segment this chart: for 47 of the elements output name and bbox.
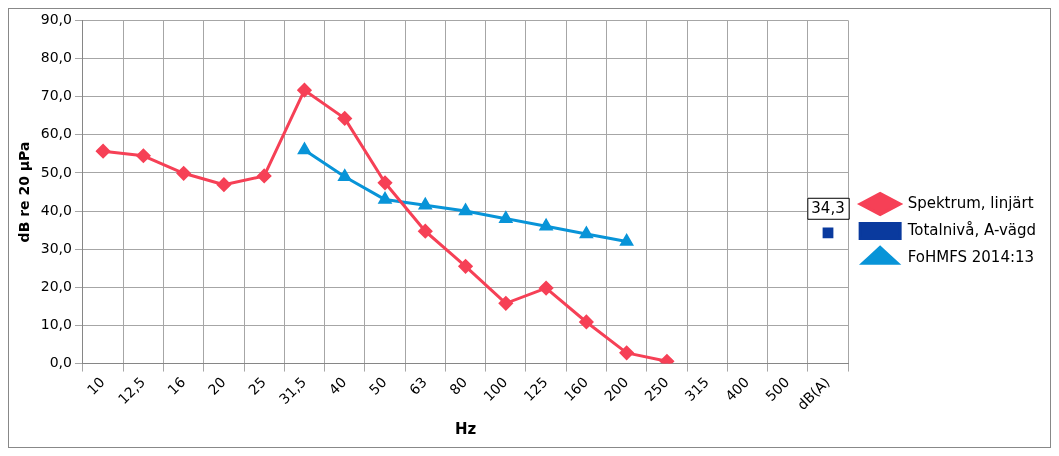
x-tick-label: 63 — [406, 373, 430, 398]
x-tick-label: 50 — [365, 373, 390, 398]
point — [458, 259, 473, 274]
x-tick-label: 400 — [721, 373, 753, 405]
point — [338, 169, 351, 181]
point — [136, 148, 151, 163]
x-tick-label: 20 — [204, 373, 229, 398]
y-tick-label: 80,0 — [40, 49, 72, 66]
point — [579, 314, 594, 329]
point — [822, 227, 834, 239]
point — [539, 281, 554, 296]
y-tick-label: 20,0 — [40, 277, 72, 294]
point — [539, 219, 553, 231]
x-tick-label: 80 — [446, 373, 471, 398]
y-tick-label: 70,0 — [40, 87, 72, 104]
legend-label: FoHMFS 2014:13 — [907, 247, 1035, 266]
x-tick-label: 40 — [325, 373, 350, 398]
point — [499, 211, 513, 223]
point — [297, 83, 312, 98]
x-tick-label: 250 — [641, 373, 672, 405]
y-tick-label: 30,0 — [40, 239, 72, 256]
point — [176, 166, 191, 181]
point — [620, 234, 633, 246]
point — [580, 226, 593, 239]
point — [96, 144, 111, 159]
x-tick-label: 16 — [164, 373, 189, 398]
x-axis-title: Hz — [454, 419, 477, 438]
point — [378, 192, 392, 204]
x-tick-label: 10 — [83, 373, 108, 398]
legend-label: Spektrum, linjärt — [907, 193, 1034, 212]
y-tick-label: 90,0 — [40, 11, 72, 28]
point — [216, 177, 231, 192]
point — [337, 111, 352, 126]
y-axis-title: dB re 20 µPa — [16, 141, 33, 243]
y-tick-label: 10,0 — [40, 316, 72, 333]
y-tick-label: 0,0 — [49, 354, 72, 371]
point — [498, 296, 513, 311]
point — [619, 345, 634, 360]
x-tick-label: 25 — [244, 373, 269, 398]
legend-label: Totalnivå, A-vägd — [906, 220, 1037, 239]
y-tick-label: 40,0 — [40, 201, 72, 218]
y-tick-label: 50,0 — [40, 163, 72, 180]
y-tick-label: 60,0 — [40, 125, 72, 142]
data-label: 34,3 — [811, 199, 845, 218]
point — [257, 168, 272, 183]
point — [418, 224, 433, 239]
point — [378, 175, 393, 190]
